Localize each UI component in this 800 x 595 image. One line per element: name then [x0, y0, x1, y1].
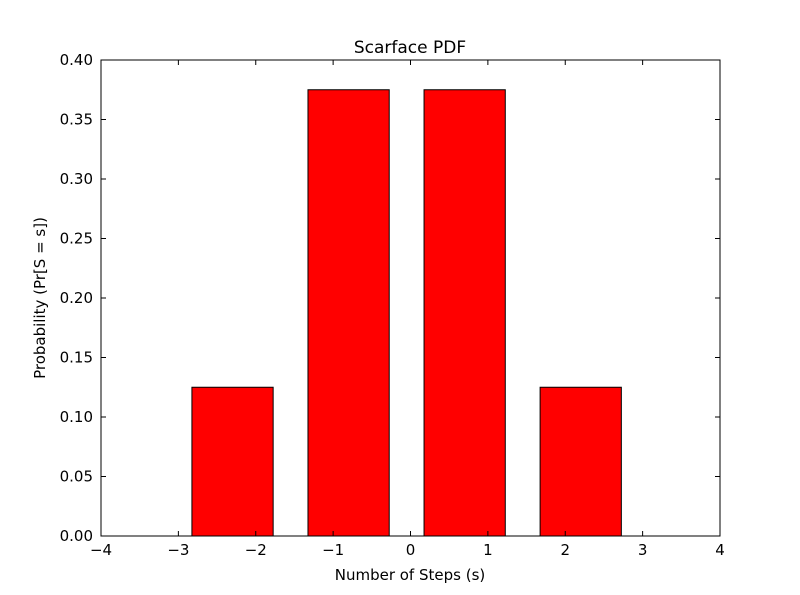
bar — [539, 386, 622, 537]
bar — [191, 386, 274, 537]
y-tick-label: 0.05 — [60, 468, 93, 486]
y-tick-label: 0.10 — [60, 408, 93, 426]
x-tick-label: −2 — [245, 541, 267, 559]
y-tick-label: 0.25 — [60, 230, 93, 248]
bar — [307, 89, 390, 537]
bars-group — [191, 89, 622, 537]
y-tick-label: 0.35 — [60, 111, 93, 129]
ticks-group: −4 −3 −2 −1 0 1 2 3 4 0.00 0.05 0.10 0.15 0.20 0.25 0.3… — [60, 51, 725, 559]
x-tick-label: −3 — [167, 541, 189, 559]
y-axis-label: Probability (Pr[S = s]) — [31, 217, 49, 379]
plot-frame — [100, 59, 721, 537]
bar — [423, 89, 506, 537]
x-tick-label: −1 — [322, 541, 344, 559]
x-tick-label: 3 — [638, 541, 648, 559]
y-tick-label: 0.00 — [60, 527, 93, 545]
x-tick-label: 1 — [483, 541, 493, 559]
y-tick-label: 0.40 — [60, 51, 93, 69]
x-axis-label: Number of Steps (s) — [335, 566, 486, 584]
y-tick-label: 0.15 — [60, 349, 93, 367]
x-tick-label: 0 — [406, 541, 416, 559]
y-tick-label: 0.30 — [60, 170, 93, 188]
x-tick-label: −4 — [90, 541, 112, 559]
chart-title: Scarface PDF — [354, 38, 466, 58]
y-tick-label: 0.20 — [60, 289, 93, 307]
x-tick-label: 2 — [560, 541, 570, 559]
x-tick-label: 4 — [715, 541, 725, 559]
